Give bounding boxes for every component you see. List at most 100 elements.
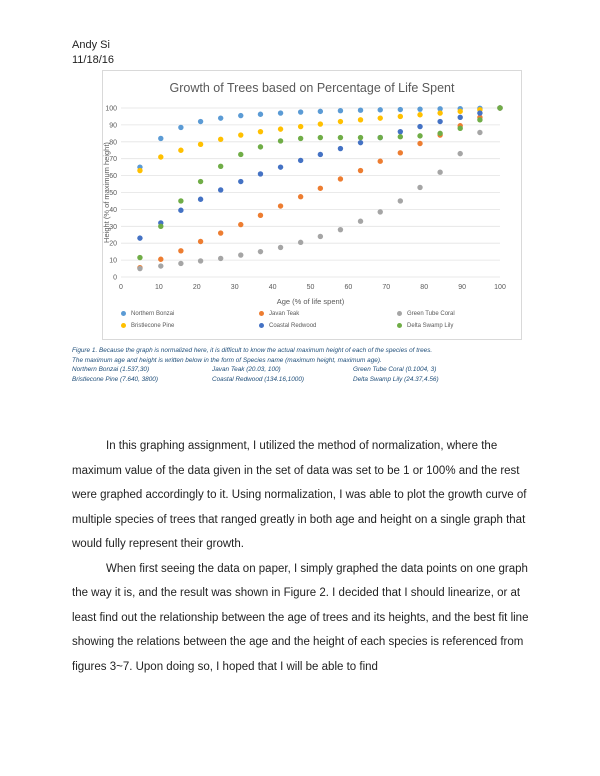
- data-point-coastal-redwood: [217, 187, 224, 193]
- data-point-coastal-redwood: [277, 164, 284, 170]
- y-tick-label: 80: [109, 139, 117, 146]
- x-tick-label: 70: [382, 284, 390, 291]
- legend-label: Coastal Redwood: [269, 323, 317, 330]
- legend-marker: [397, 311, 402, 316]
- data-point-delta-swamp-lily: [377, 134, 383, 141]
- body-text: In this graphing assignment, I utilized …: [72, 434, 532, 679]
- data-point-northern-bonzai: [238, 112, 244, 119]
- legend-label: Northern Bonzai: [131, 311, 175, 318]
- y-tick-label: 60: [109, 173, 117, 180]
- data-point-northern-bonzai: [357, 107, 364, 113]
- data-point-delta-swamp-lily: [337, 134, 344, 141]
- author-name: Andy Si: [72, 39, 110, 51]
- data-point-coastal-redwood: [238, 178, 244, 185]
- paragraph-2: When first seeing the data on paper, I s…: [72, 562, 529, 673]
- data-point-bristlecone-pine: [217, 136, 224, 142]
- caption-species: Northern Bonzai (1.537,30): [72, 366, 150, 373]
- data-point-delta-swamp-lily: [297, 135, 304, 142]
- data-point-delta-swamp-lily: [357, 134, 364, 141]
- document-header: Andy Si 11/18/16: [72, 38, 114, 68]
- data-point-bristlecone-pine: [137, 167, 143, 174]
- x-tick-label: 80: [420, 284, 428, 291]
- data-point-northern-bonzai: [178, 124, 184, 131]
- data-point-delta-swamp-lily: [137, 254, 143, 261]
- document-date: 11/18/16: [72, 54, 115, 66]
- data-point-coastal-redwood: [257, 171, 264, 177]
- x-axis-label: Age (% of life spent): [277, 297, 345, 306]
- x-tick-label: 20: [193, 284, 201, 291]
- legend-item-delta-swamp-lily: Delta Swamp Lily: [397, 323, 453, 329]
- chart-title: Growth of Trees based on Percentage of L…: [169, 81, 455, 95]
- data-point-coastal-redwood: [477, 110, 483, 116]
- data-point-javan-teak: [337, 176, 344, 182]
- data-point-coastal-redwood: [457, 114, 463, 120]
- data-point-northern-bonzai: [277, 110, 284, 116]
- y-tick-label: 20: [109, 241, 117, 248]
- data-point-delta-swamp-lily: [197, 178, 204, 185]
- caption-species: Javan Teak (20.03, 100): [212, 366, 281, 373]
- paragraph-1: In this graphing assignment, I utilized …: [72, 440, 527, 550]
- y-tick-label: 40: [109, 207, 117, 214]
- data-point-northern-bonzai: [217, 115, 224, 121]
- data-point-green-tube-coral: [397, 198, 404, 204]
- data-point-delta-swamp-lily: [217, 163, 224, 170]
- caption-species: Coastal Redwood (134.16,1000): [212, 375, 305, 383]
- data-point-javan-teak: [257, 212, 264, 219]
- data-point-delta-swamp-lily: [437, 130, 443, 137]
- legend-label: Green Tube Coral: [407, 311, 455, 318]
- x-tick-label: 60: [345, 284, 353, 291]
- data-point-delta-swamp-lily: [257, 144, 264, 150]
- x-tick-label: 0: [119, 284, 123, 291]
- data-point-bristlecone-pine: [337, 118, 344, 125]
- data-point-green-tube-coral: [417, 184, 423, 191]
- y-tick-label: 0: [113, 275, 117, 282]
- legend-item-northern-bonzai: Northern Bonzai: [121, 311, 174, 317]
- caption-species: Bristlecone Pine (7.640, 3800): [72, 375, 158, 383]
- caption-species-row-2: Bristlecone Pine (7.640, 3800) Coastal R…: [72, 375, 532, 385]
- data-point-bristlecone-pine: [457, 108, 463, 115]
- y-tick-label: 50: [109, 190, 117, 197]
- data-point-northern-bonzai: [257, 111, 264, 117]
- caption-species: Green Tube Coral (0.1004, 3): [353, 366, 437, 373]
- data-point-delta-swamp-lily: [158, 223, 164, 229]
- data-point-javan-teak: [178, 248, 184, 254]
- data-point-javan-teak: [317, 185, 324, 191]
- data-point-delta-swamp-lily: [417, 133, 423, 139]
- data-point-northern-bonzai: [437, 106, 443, 112]
- data-point-green-tube-coral: [217, 255, 224, 262]
- data-point-northern-bonzai: [397, 106, 404, 113]
- data-point-javan-teak: [217, 230, 224, 236]
- data-point-bristlecone-pine: [197, 141, 204, 148]
- caption-line-2: The maximum age and height is written be…: [72, 356, 382, 364]
- y-tick-label: 10: [109, 258, 117, 265]
- data-point-coastal-redwood: [357, 139, 364, 146]
- data-point-green-tube-coral: [377, 209, 383, 215]
- x-tick-label: 90: [458, 284, 466, 291]
- data-point-coastal-redwood: [337, 145, 344, 152]
- legend-item-coastal-redwood: Coastal Redwood: [259, 323, 316, 329]
- x-tick-label: 30: [231, 284, 239, 291]
- data-point-coastal-redwood: [197, 196, 204, 202]
- legend-marker: [259, 311, 264, 316]
- data-point-javan-teak: [197, 238, 204, 245]
- data-point-javan-teak: [158, 256, 164, 262]
- data-point-bristlecone-pine: [158, 154, 164, 160]
- data-point-green-tube-coral: [317, 233, 324, 240]
- data-point-bristlecone-pine: [238, 132, 244, 138]
- data-point-delta-swamp-lily: [238, 151, 244, 158]
- data-point-bristlecone-pine: [317, 121, 324, 127]
- data-point-coastal-redwood: [417, 123, 423, 130]
- y-axis-label: Height (% of maximum height): [103, 142, 111, 243]
- legend-label: Bristlecone Pine: [131, 323, 175, 330]
- data-point-green-tube-coral: [337, 226, 344, 233]
- legend-marker: [259, 323, 264, 328]
- data-point-javan-teak: [377, 158, 383, 164]
- data-point-bristlecone-pine: [297, 123, 304, 130]
- data-point-northern-bonzai: [297, 109, 304, 115]
- data-point-green-tube-coral: [477, 129, 483, 136]
- data-point-delta-swamp-lily: [477, 117, 483, 123]
- data-point-javan-teak: [297, 194, 304, 200]
- data-point-coastal-redwood: [137, 235, 143, 241]
- data-point-javan-teak: [238, 221, 244, 228]
- chart-container: Growth of Trees based on Percentage of L…: [102, 70, 522, 340]
